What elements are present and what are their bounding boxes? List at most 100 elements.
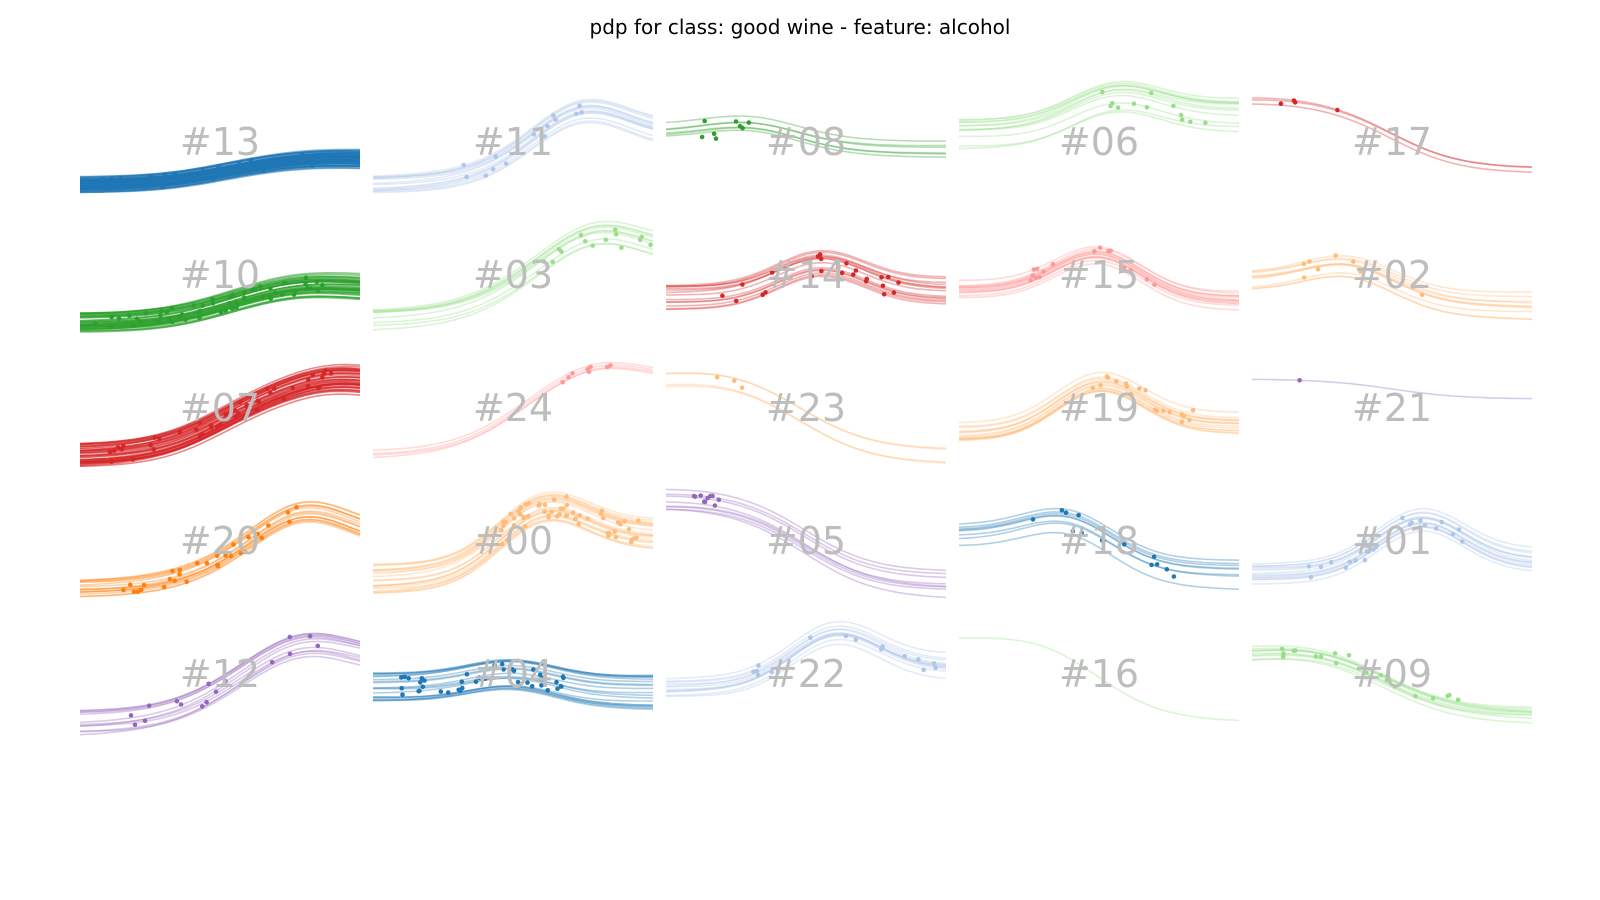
pdp-line — [372, 660, 653, 678]
data-point — [1059, 508, 1065, 513]
pdp-line — [79, 646, 361, 726]
data-point — [229, 306, 235, 311]
data-point — [713, 136, 719, 141]
data-point — [1371, 547, 1376, 552]
pdp-line — [79, 504, 361, 583]
data-point — [579, 110, 584, 115]
data-point — [238, 550, 244, 556]
pdp-line — [79, 518, 361, 593]
pdp-line — [958, 80, 1240, 121]
data-point — [699, 134, 705, 140]
data-point — [194, 427, 199, 433]
pdp-line — [665, 372, 947, 449]
data-point — [294, 155, 300, 160]
data-point — [1318, 564, 1324, 570]
data-point — [1098, 383, 1103, 388]
data-point — [1343, 565, 1349, 570]
pdp-line — [958, 259, 1240, 306]
data-point — [1203, 120, 1208, 126]
data-point — [320, 282, 325, 288]
data-point — [268, 390, 273, 396]
pdp-line — [79, 393, 361, 467]
data-point — [464, 672, 470, 677]
data-point — [231, 542, 236, 547]
pdp-line — [79, 506, 361, 583]
data-point — [197, 315, 202, 321]
data-point — [1105, 375, 1111, 381]
cluster-label: #15 — [1059, 253, 1139, 297]
data-point — [570, 510, 576, 515]
cluster-label: #02 — [1352, 253, 1432, 297]
data-point — [309, 163, 315, 168]
data-point — [418, 680, 423, 685]
data-point — [553, 117, 558, 122]
data-point — [1164, 567, 1170, 572]
panel-cluster-24: #24 — [372, 361, 654, 459]
pdp-line — [958, 507, 1240, 561]
data-point — [224, 170, 229, 175]
data-point — [1306, 564, 1312, 569]
pdp-line — [665, 632, 947, 692]
data-point — [260, 294, 265, 300]
data-point — [1318, 654, 1324, 659]
data-point — [290, 385, 296, 391]
panel-cluster-21: #21 — [1252, 378, 1532, 430]
pdp-line — [79, 521, 361, 598]
data-point — [1148, 90, 1154, 96]
pdp-line — [665, 508, 947, 599]
pdp-line — [665, 625, 947, 683]
data-point — [612, 529, 617, 534]
data-point — [648, 242, 653, 248]
data-point — [1418, 525, 1423, 530]
data-point — [178, 702, 184, 707]
data-point — [146, 703, 152, 708]
cluster-label: #24 — [473, 386, 553, 430]
pdp-line — [79, 363, 361, 446]
data-point — [1144, 276, 1150, 282]
data-point — [775, 668, 781, 673]
data-point — [1364, 543, 1370, 549]
data-point — [1307, 259, 1312, 264]
data-point — [555, 686, 560, 692]
data-point — [138, 319, 143, 325]
data-point — [128, 713, 134, 718]
data-point — [273, 290, 279, 296]
panel-cluster-03: #03 — [372, 220, 654, 331]
pdp-line — [372, 686, 654, 708]
panel-cluster-08: #08 — [665, 115, 947, 164]
data-point — [218, 172, 223, 177]
data-point — [1413, 693, 1418, 699]
pdp-line — [958, 520, 1240, 577]
panel-cluster-23: #23 — [665, 372, 947, 464]
data-point — [210, 176, 216, 182]
data-point — [228, 553, 234, 559]
pdp-line — [958, 255, 1240, 302]
data-point — [109, 459, 114, 465]
data-point — [247, 404, 253, 409]
pdp-line — [666, 505, 947, 585]
pdp-line — [1251, 658, 1533, 724]
data-point — [525, 680, 530, 685]
data-point — [291, 292, 297, 297]
data-point — [931, 661, 937, 666]
data-point — [1106, 248, 1111, 254]
data-point — [183, 317, 188, 322]
data-point — [698, 493, 703, 498]
data-point — [93, 322, 99, 328]
panel-cluster-11: #11 — [372, 98, 654, 194]
pdp-line — [372, 99, 654, 180]
data-point — [268, 296, 274, 301]
data-point — [1419, 292, 1425, 298]
data-point — [281, 396, 287, 402]
data-point — [208, 422, 214, 428]
pdp-line — [372, 104, 654, 178]
data-point — [172, 578, 177, 583]
data-point — [554, 679, 559, 685]
pdp-line — [1251, 525, 1533, 581]
pdp-line — [958, 376, 1240, 428]
data-point — [1335, 107, 1340, 113]
data-point — [297, 160, 303, 166]
data-point — [108, 181, 114, 187]
data-point — [1333, 253, 1338, 258]
data-point — [916, 657, 921, 662]
